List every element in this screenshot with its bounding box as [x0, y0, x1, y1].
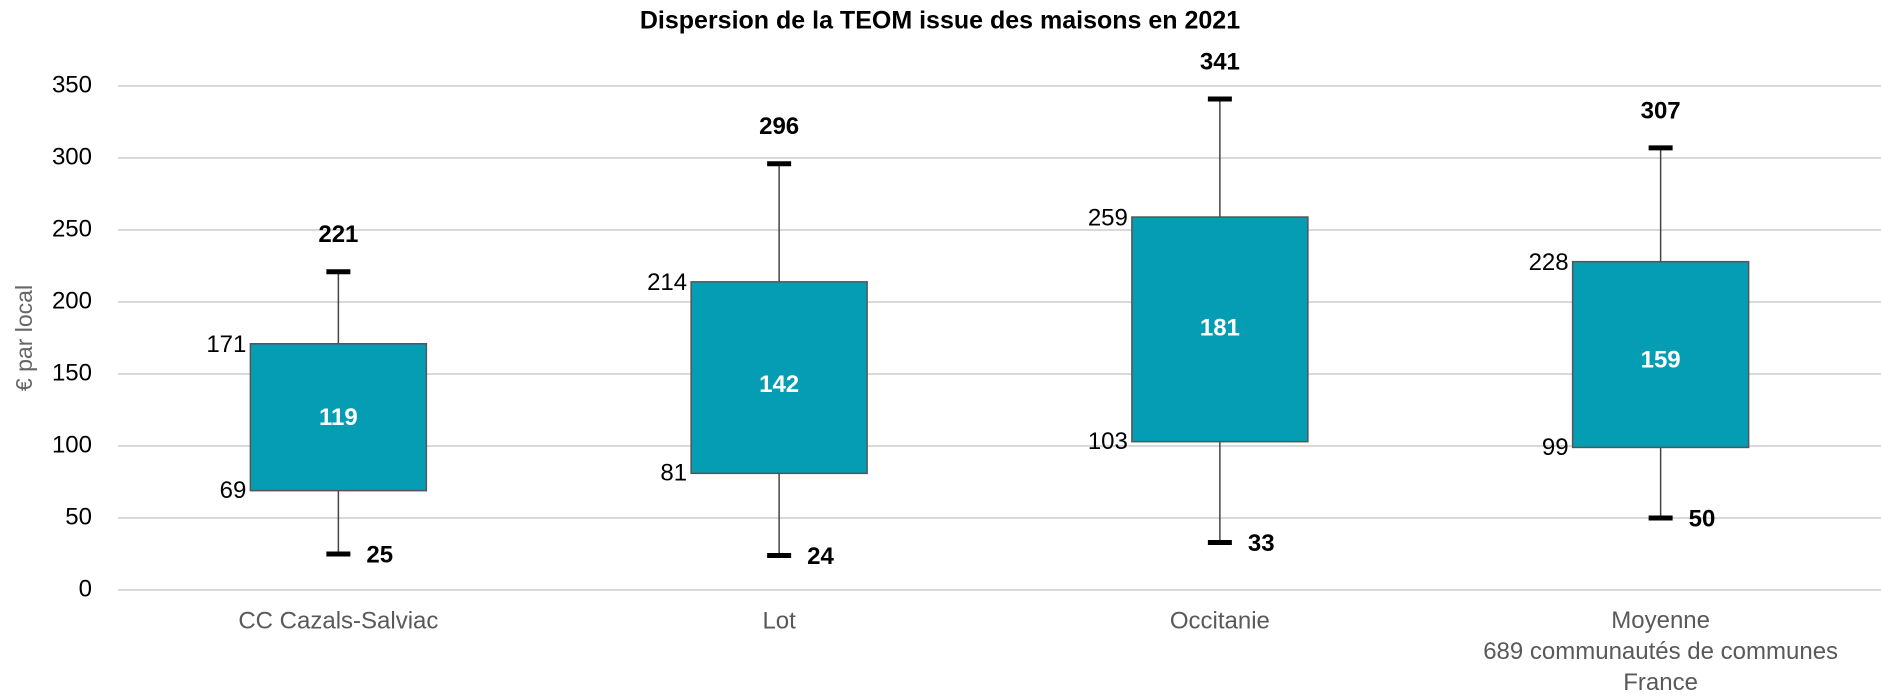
max-label: 221 — [318, 221, 358, 248]
q1-label: 103 — [1088, 428, 1128, 455]
y-tick-label: 150 — [52, 359, 92, 386]
q1-label: 69 — [220, 477, 247, 504]
y-tick-label: 350 — [52, 71, 92, 98]
box — [1571, 260, 1750, 449]
min-label: 33 — [1248, 530, 1275, 557]
max-label: 341 — [1200, 48, 1240, 75]
median-label: 159 — [1641, 346, 1681, 373]
q1-label: 99 — [1542, 434, 1569, 461]
x-tick-label: Moyenne 689 communautés de communes France — [1483, 607, 1838, 696]
q3-label: 171 — [206, 331, 246, 358]
y-tick-label: 250 — [52, 215, 92, 242]
q3-label: 214 — [647, 269, 687, 296]
median-label: 142 — [759, 371, 799, 398]
min-label: 24 — [807, 543, 834, 570]
box — [1131, 216, 1309, 443]
min-label: 50 — [1689, 505, 1716, 532]
y-axis-label: € par local — [11, 285, 37, 391]
q3-label: 228 — [1529, 249, 1569, 276]
q1-label: 81 — [660, 460, 687, 487]
x-tick-label: Occitanie — [1170, 607, 1270, 634]
median-label: 119 — [319, 404, 358, 431]
x-tick-label: CC Cazals-Salviac — [238, 607, 438, 634]
x-tick-label: Lot — [762, 607, 796, 634]
max-label: 296 — [759, 113, 799, 140]
y-tick-label: 0 — [79, 575, 92, 602]
q3-label: 259 — [1088, 204, 1128, 231]
box — [690, 281, 868, 475]
min-label: 25 — [366, 541, 393, 568]
box — [249, 343, 428, 492]
chart-title: Dispersion de la TEOM issue des maisons … — [640, 7, 1240, 35]
y-tick-label: 300 — [52, 143, 92, 170]
y-tick-label: 200 — [52, 287, 92, 314]
median-label: 181 — [1200, 315, 1240, 342]
y-tick-label: 100 — [52, 431, 92, 458]
max-label: 307 — [1641, 97, 1681, 124]
y-tick-label: 50 — [65, 503, 92, 530]
